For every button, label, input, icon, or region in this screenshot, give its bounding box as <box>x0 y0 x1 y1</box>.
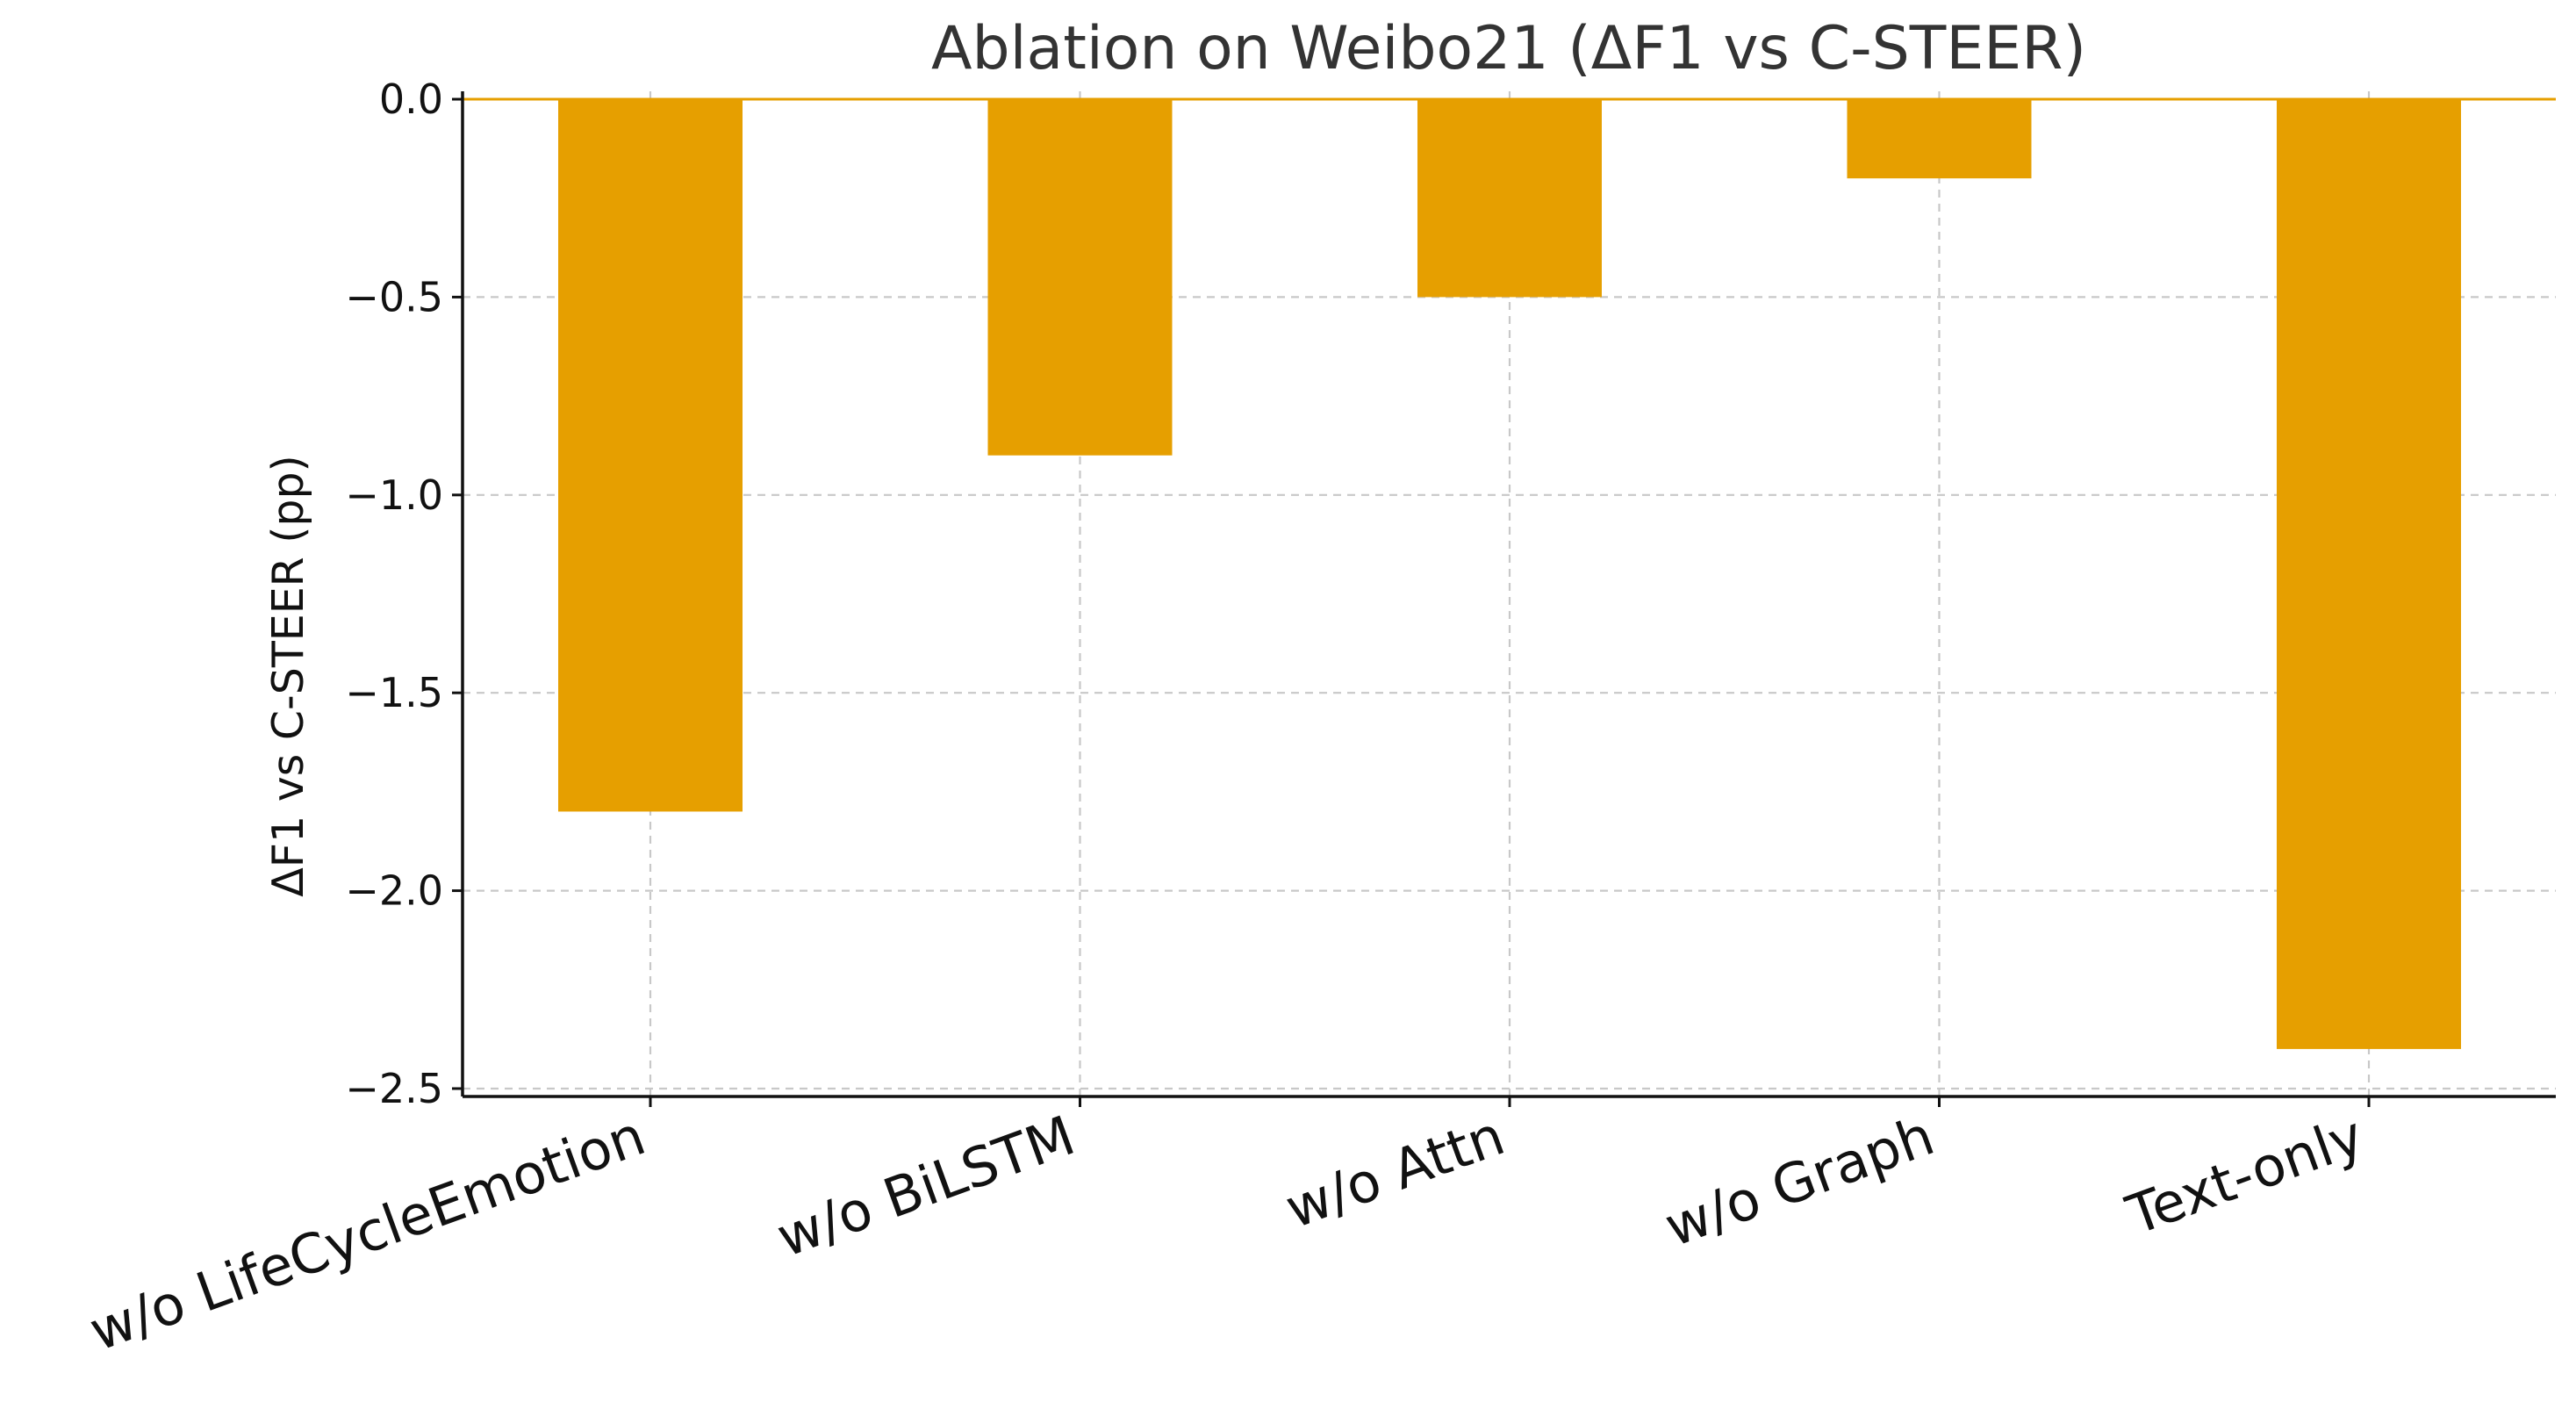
x-tick-label: w/o Graph <box>1657 1103 1942 1259</box>
y-tick-label: −2.5 <box>345 1065 443 1112</box>
y-tick-label: −1.0 <box>345 471 443 519</box>
y-tick-label: 0.0 <box>379 75 443 123</box>
axes <box>452 91 2556 1107</box>
y-tick-label: −2.0 <box>345 867 443 915</box>
bars <box>558 99 2461 1049</box>
bar <box>1417 99 1602 298</box>
chart-title: Ablation on Weibo21 (ΔF1 vs C-STEER) <box>931 14 2086 83</box>
bar <box>2277 99 2461 1049</box>
tick-labels: 0.0 −0.5 −1.0 −1.5 −2.0 −2.5w/o LifeCycleEmot… <box>82 75 2371 1363</box>
y-tick-label: −1.5 <box>345 669 443 716</box>
bar <box>558 99 743 812</box>
x-tick-label: Text-only <box>2118 1103 2371 1247</box>
x-tick-label: w/o Attn <box>1277 1103 1512 1240</box>
x-tick-label: w/o BiLSTM <box>769 1103 1083 1269</box>
y-axis-label: ΔF1 vs C-STEER (pp) <box>263 455 313 896</box>
bar <box>987 99 1173 456</box>
y-tick-label: −0.5 <box>345 273 443 320</box>
x-tick-label: w/o LifeCycleEmotion <box>82 1103 653 1363</box>
bar <box>1847 99 2032 179</box>
